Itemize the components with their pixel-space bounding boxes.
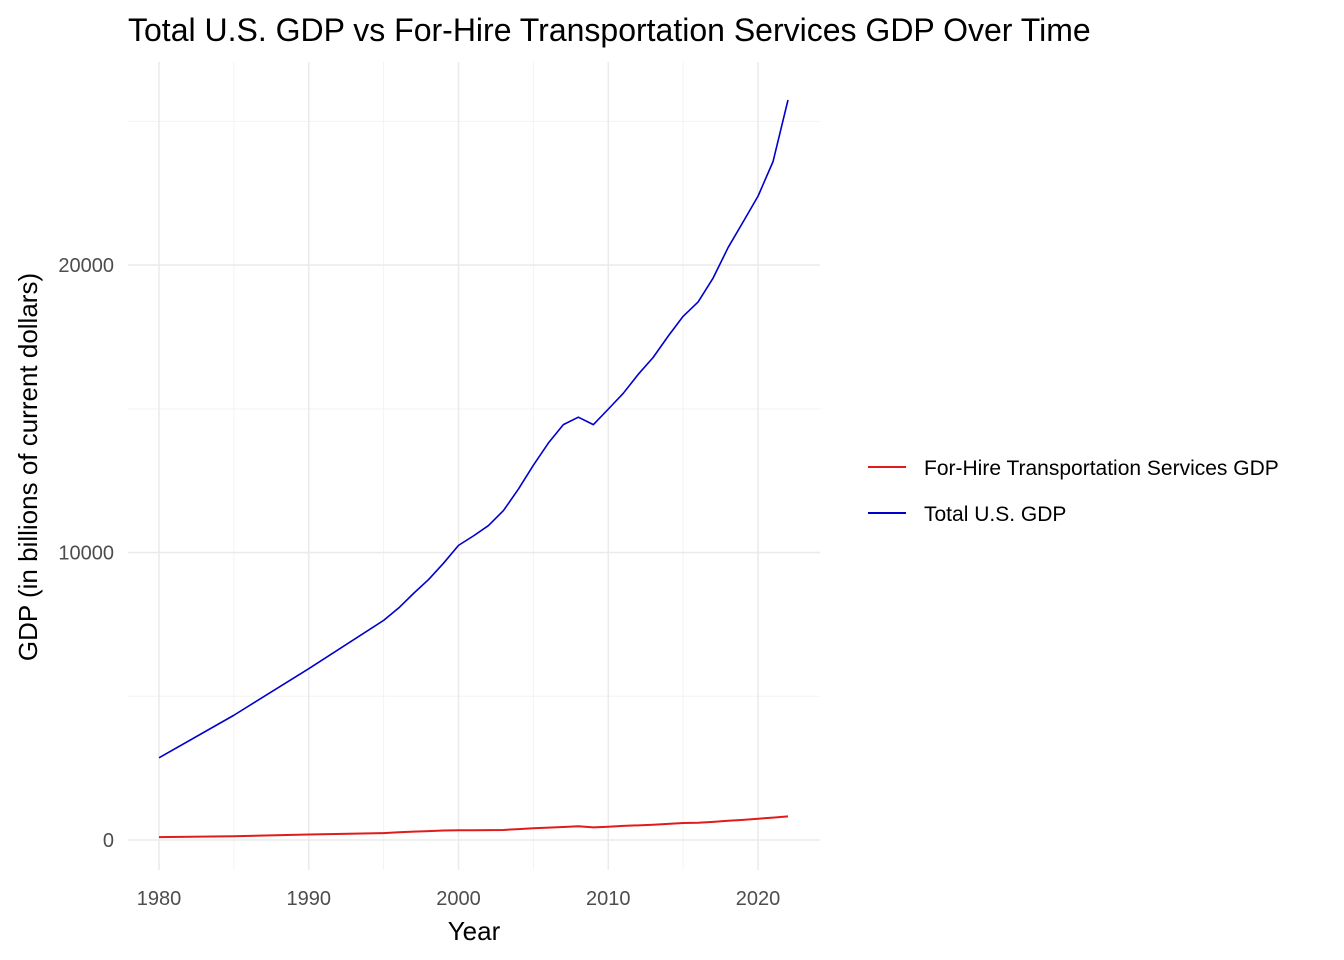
- chart-title: Total U.S. GDP vs For-Hire Transportatio…: [128, 12, 1091, 48]
- x-axis-ticks: 1980 1990 2000 2010 2020: [137, 888, 781, 910]
- y-tick-label: 20000: [58, 255, 114, 277]
- y-axis-title: GDP (in billions of current dollars): [13, 273, 43, 661]
- y-axis-ticks: 0 10000 20000: [58, 255, 114, 852]
- x-tick-label: 2010: [586, 888, 631, 910]
- y-tick-label: 10000: [58, 543, 114, 565]
- plot-series: [158, 99, 789, 839]
- x-tick-label: 1980: [137, 888, 182, 910]
- x-axis-title: Year: [448, 916, 501, 946]
- legend-label-0: For-Hire Transportation Services GDP: [924, 457, 1279, 480]
- y-tick-label: 0: [103, 830, 114, 852]
- x-tick-label: 2020: [736, 888, 781, 910]
- series-line-1: [158, 99, 789, 759]
- legend: For-Hire Transportation Services GDP Tota…: [868, 457, 1279, 526]
- x-tick-label: 2000: [436, 888, 481, 910]
- legend-label-1: Total U.S. GDP: [924, 503, 1066, 526]
- plot-grid: [128, 62, 820, 870]
- x-tick-label: 1990: [287, 888, 332, 910]
- series-line-0: [158, 815, 789, 839]
